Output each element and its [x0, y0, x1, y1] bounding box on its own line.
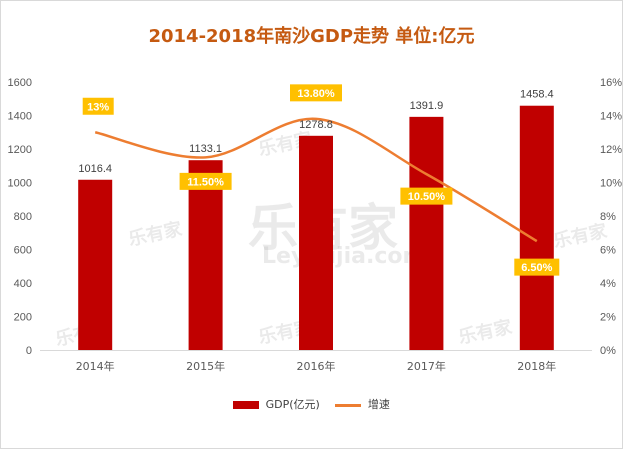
- growth-label: 13%: [87, 101, 109, 113]
- gdp-bar: [409, 116, 444, 350]
- y-right-tick-label: 6%: [600, 245, 616, 257]
- growth-label: 10.50%: [408, 191, 446, 203]
- y-left-tick-label: 1400: [8, 111, 32, 123]
- gdp-bar: [299, 135, 333, 350]
- growth-label-box: [179, 172, 232, 190]
- growth-label: 6.50%: [521, 262, 552, 274]
- legend-label-growth: 增速: [367, 398, 390, 411]
- legend-item-gdp: GDP(亿元): [233, 396, 320, 412]
- y-right-tick-label: 4%: [600, 278, 616, 290]
- y-left-tick-label: 1200: [8, 144, 32, 156]
- growth-label-box: [514, 258, 560, 276]
- x-category-label: 2018年: [517, 359, 556, 373]
- y-left-tick-label: 800: [14, 211, 32, 223]
- x-category-label: 2014年: [76, 359, 115, 373]
- y-left-tick-label: 600: [14, 245, 32, 257]
- gdp-bar: [188, 160, 223, 350]
- y-right-tick-label: 8%: [600, 211, 616, 223]
- y-left-tick-label: 1600: [8, 77, 32, 89]
- y-left-tick-label: 0: [26, 345, 32, 357]
- y-right-tick-label: 14%: [600, 111, 622, 123]
- x-category-label: 2015年: [186, 359, 225, 373]
- growth-label: 11.50%: [187, 176, 224, 188]
- y-left-tick-label: 200: [14, 312, 32, 324]
- growth-label-box: [400, 187, 453, 205]
- gdp-bar-label: 1391.9: [410, 100, 444, 112]
- x-category-label: 2017年: [407, 359, 446, 373]
- growth-label-box: [82, 97, 114, 115]
- y-right-tick-label: 0%: [600, 345, 616, 357]
- x-category-label: 2016年: [297, 359, 336, 373]
- gdp-bar-label: 1278.8: [299, 119, 333, 131]
- y-right-tick-label: 12%: [600, 144, 622, 156]
- chart-legend: GDP(亿元) 增速: [0, 396, 623, 412]
- chart-title: 2014-2018年南沙GDP走势 单位:亿元: [148, 26, 475, 47]
- legend-swatch-bar: [233, 401, 260, 409]
- y-right-tick-label: 2%: [600, 312, 616, 324]
- gdp-bar-label: 1458.4: [520, 89, 554, 101]
- legend-swatch-line: [335, 403, 362, 407]
- growth-label: 13.80%: [297, 88, 335, 100]
- y-left-tick-label: 1000: [8, 178, 32, 190]
- y-right-tick-label: 10%: [600, 178, 622, 190]
- legend-item-growth: 增速: [335, 396, 390, 412]
- gdp-bar: [78, 179, 113, 350]
- legend-label-gdp: GDP(亿元): [265, 398, 320, 411]
- growth-line: [94, 117, 538, 243]
- growth-label-box: [290, 84, 342, 102]
- gdp-bar-label: 1133.1: [189, 143, 222, 155]
- y-right-tick-label: 16%: [600, 77, 622, 89]
- y-left-tick-label: 400: [14, 278, 32, 290]
- gdp-bar: [519, 105, 554, 350]
- gdp-bar-label: 1016.4: [78, 163, 112, 175]
